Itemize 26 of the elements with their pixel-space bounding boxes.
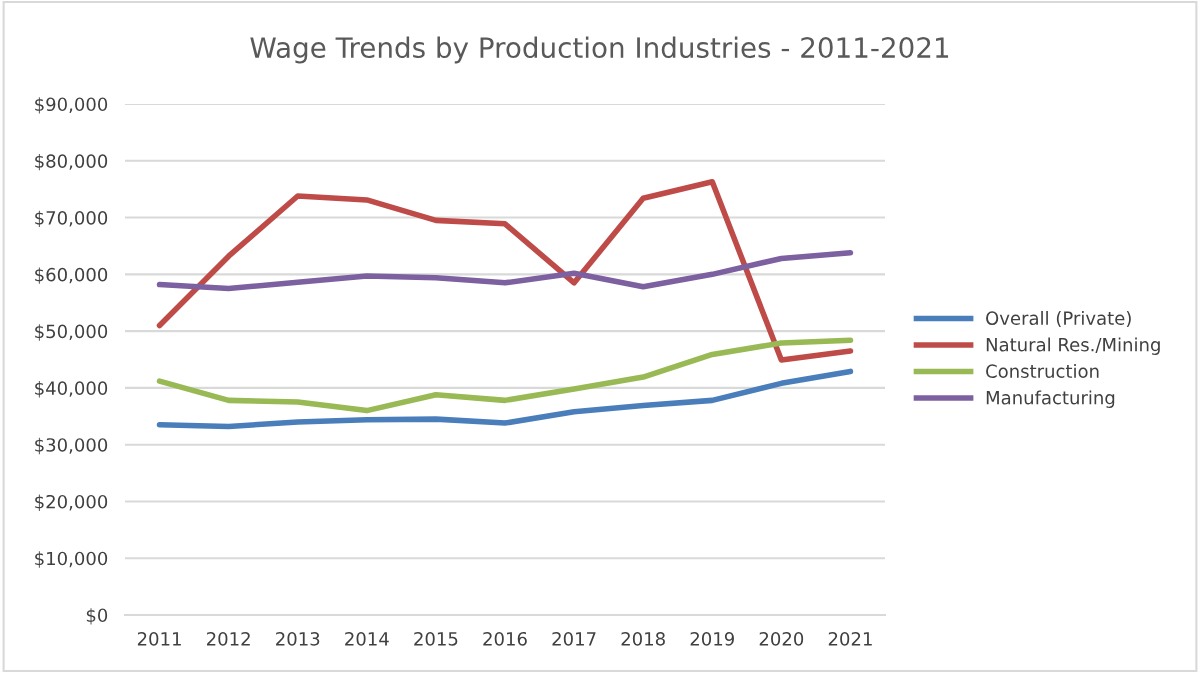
legend-label: Construction <box>986 364 1099 378</box>
legend-label: Manufacturing <box>986 390 1115 408</box>
chart-title: Wage Trends by Production Industries - 2011-2021 <box>250 36 949 64</box>
y-tick-label: $50,000 <box>35 324 108 341</box>
legend-label: Natural Res./Mining <box>986 337 1160 355</box>
x-tick-label: 2015 <box>414 631 458 646</box>
y-tick-label: $40,000 <box>35 381 108 398</box>
legend-label: Overall (Private) <box>986 311 1131 328</box>
x-tick-label: 2012 <box>206 631 250 646</box>
x-tick-label: 2020 <box>759 631 804 646</box>
x-tick-label: 2021 <box>828 631 872 646</box>
x-tick-label: 2019 <box>690 631 734 646</box>
y-tick-label: $60,000 <box>35 267 108 284</box>
y-tick-label: $80,000 <box>35 153 108 171</box>
x-tick-label: 2016 <box>483 631 527 646</box>
y-tick-label: $30,000 <box>35 437 108 455</box>
y-tick-label: $70,000 <box>35 210 108 228</box>
y-tick-label: $90,000 <box>35 97 108 114</box>
y-tick-label: $0 <box>86 608 108 625</box>
x-tick-label: 2017 <box>552 631 596 646</box>
y-tick-label: $20,000 <box>35 494 108 511</box>
x-tick-label: 2011 <box>137 631 181 646</box>
x-tick-label: 2018 <box>621 631 665 646</box>
y-tick-label: $10,000 <box>35 551 108 568</box>
x-tick-label: 2014 <box>345 631 389 646</box>
x-tick-label: 2013 <box>276 631 320 646</box>
